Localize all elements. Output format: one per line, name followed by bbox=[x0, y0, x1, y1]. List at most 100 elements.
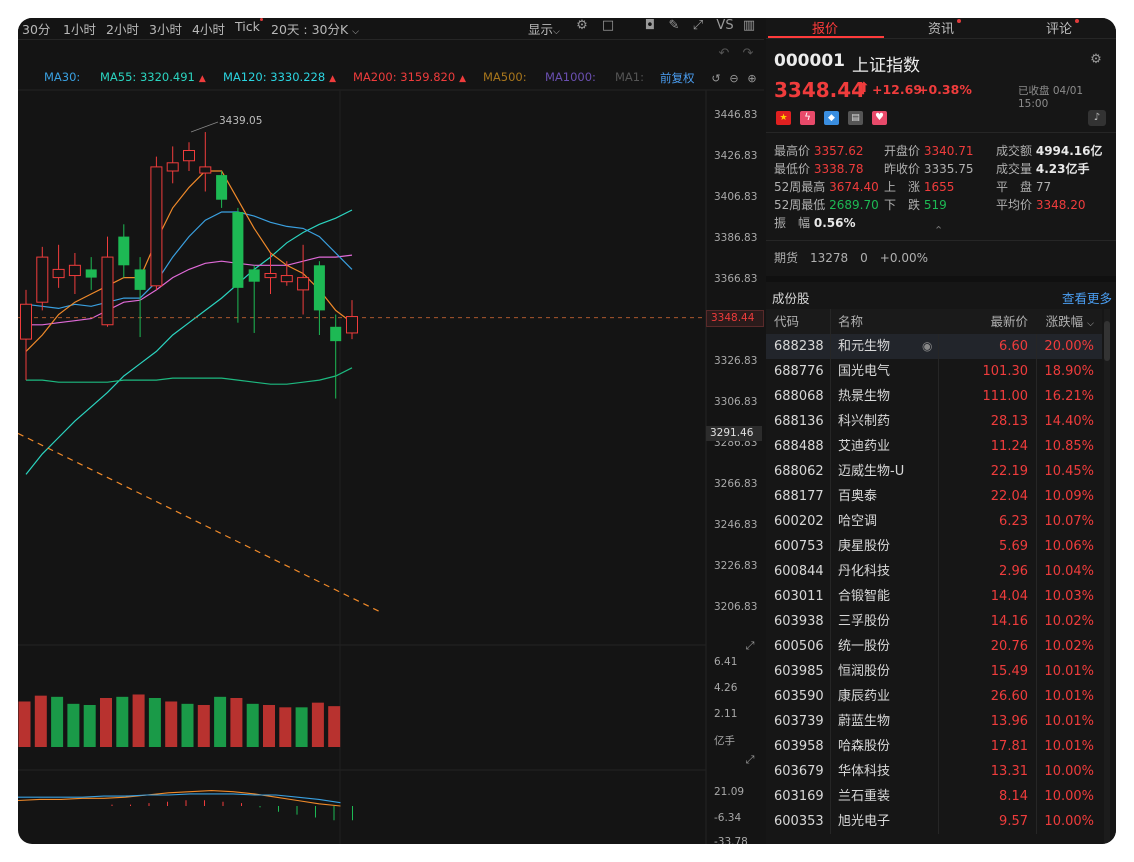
candle[interactable] bbox=[118, 236, 130, 266]
range-selector[interactable]: 20天 : 30分K ⌵ bbox=[271, 22, 359, 37]
eye-icon[interactable]: ◉ bbox=[922, 339, 933, 353]
ma200-line bbox=[26, 367, 353, 385]
adjust-button[interactable]: 前复权 bbox=[660, 71, 695, 85]
zoom-out-icon[interactable]: ⊖ bbox=[729, 72, 739, 85]
row-change: 10.03% bbox=[1044, 589, 1094, 604]
scrollbar-thumb[interactable] bbox=[1104, 321, 1110, 361]
candle[interactable] bbox=[85, 269, 97, 278]
expand-icon[interactable]: ⤢ bbox=[745, 639, 755, 652]
candle[interactable] bbox=[330, 326, 342, 342]
bell-icon[interactable]: ♪ bbox=[1088, 110, 1106, 126]
sidebar-toggle-icon[interactable]: ▥ bbox=[742, 18, 756, 33]
table-row[interactable]: 688062 迈威生物-U 22.19 10.45% bbox=[766, 459, 1102, 484]
table-row[interactable]: 603739 蔚蓝生物 13.96 10.01% bbox=[766, 709, 1102, 734]
table-row[interactable]: 603958 哈森股份 17.81 10.01% bbox=[766, 734, 1102, 759]
redo-icon[interactable]: ↷ bbox=[742, 46, 754, 61]
table-row[interactable]: 688136 科兴制药 28.13 14.40% bbox=[766, 409, 1102, 434]
header-change[interactable]: 涨跌幅 ⌵ bbox=[1045, 314, 1094, 329]
table-row[interactable]: 603590 康辰药业 26.60 10.01% bbox=[766, 684, 1102, 709]
volume-bar bbox=[67, 703, 80, 747]
tab-quote[interactable]: 报价 bbox=[812, 22, 839, 37]
pencil-icon[interactable]: ✎ bbox=[668, 18, 680, 33]
row-code: 603938 bbox=[774, 614, 824, 629]
table-row[interactable]: 600506 统一股份 20.76 10.02% bbox=[766, 634, 1102, 659]
col-sep bbox=[1036, 434, 1037, 459]
candle[interactable] bbox=[297, 277, 310, 291]
candle[interactable] bbox=[232, 212, 244, 288]
table-row[interactable]: 603938 三孚股份 14.16 10.02% bbox=[766, 609, 1102, 634]
active-tab-underline bbox=[768, 36, 884, 38]
interval-30m[interactable]: 30分 bbox=[22, 22, 51, 37]
header-name[interactable]: 名称 bbox=[838, 314, 864, 329]
col-sep bbox=[830, 784, 831, 809]
table-row[interactable]: 600753 庚星股份 5.69 10.06% bbox=[766, 534, 1102, 559]
tag-icon[interactable]: ◆ bbox=[824, 111, 839, 125]
table-row[interactable]: 600202 哈空调 6.23 10.07% bbox=[766, 509, 1102, 534]
candle[interactable] bbox=[183, 150, 195, 162]
candle[interactable] bbox=[166, 162, 179, 172]
table-row[interactable]: 603985 恒润股份 15.49 10.01% bbox=[766, 659, 1102, 684]
row-name: 百奥泰 bbox=[838, 489, 878, 504]
candle[interactable] bbox=[216, 175, 228, 200]
table-row[interactable]: 688177 百奥泰 22.04 10.09% bbox=[766, 484, 1102, 509]
interval-1h[interactable]: 1小时 bbox=[63, 22, 96, 37]
lightning-icon[interactable]: ϟ bbox=[800, 111, 815, 125]
candle[interactable] bbox=[20, 303, 32, 340]
zoom-in-icon[interactable]: ⊕ bbox=[747, 72, 757, 85]
table-row[interactable]: 603169 兰石重装 8.14 10.00% bbox=[766, 784, 1102, 809]
undo-icon[interactable]: ↶ bbox=[718, 46, 730, 61]
settings-icon[interactable]: ⚙ bbox=[1090, 52, 1102, 67]
candle[interactable] bbox=[248, 269, 260, 282]
candle[interactable] bbox=[52, 268, 65, 279]
view-more-link[interactable]: 查看更多 bbox=[1062, 291, 1113, 306]
kline-chart[interactable] bbox=[18, 18, 764, 844]
chevron-down-icon: ⌵ bbox=[553, 27, 560, 37]
candle[interactable] bbox=[313, 265, 325, 311]
table-row[interactable]: 600844 丹化科技 2.96 10.04% bbox=[766, 559, 1102, 584]
table-row[interactable]: 603679 华体科技 13.31 10.00% bbox=[766, 759, 1102, 784]
candle[interactable] bbox=[199, 166, 212, 174]
ma-short-line bbox=[25, 170, 353, 352]
table-row[interactable]: 688068 热景生物 111.00 16.21% bbox=[766, 384, 1102, 409]
tab-news[interactable]: 资讯 bbox=[928, 18, 962, 37]
table-row[interactable]: 603011 合锻智能 14.04 10.03% bbox=[766, 584, 1102, 609]
flag-icon[interactable]: ★ bbox=[776, 111, 791, 125]
row-code: 603985 bbox=[774, 664, 824, 679]
candle[interactable] bbox=[264, 273, 277, 279]
interval-3h[interactable]: 3小时 bbox=[149, 22, 182, 37]
collapse-chevron-icon[interactable]: ⌃ bbox=[934, 224, 944, 237]
expand-icon[interactable]: ⤢ bbox=[745, 753, 755, 766]
document-icon[interactable]: ▤ bbox=[848, 111, 863, 125]
compare-vs-icon[interactable]: VS bbox=[716, 18, 734, 33]
display-menu[interactable]: 显示⌵ bbox=[528, 22, 560, 37]
scrollbar[interactable] bbox=[1104, 309, 1110, 844]
candle[interactable] bbox=[36, 256, 49, 303]
gear-icon[interactable]: ⚙ bbox=[576, 18, 588, 33]
candle[interactable] bbox=[346, 316, 358, 334]
layout-icon[interactable]: □ bbox=[601, 18, 615, 33]
table-row[interactable]: 688238 和元生物 6.60 20.00% ◉ bbox=[766, 334, 1102, 359]
table-row[interactable]: 688776 国光电气 101.30 18.90% bbox=[766, 359, 1102, 384]
interval-2h[interactable]: 2小时 bbox=[106, 22, 139, 37]
candle[interactable] bbox=[101, 256, 114, 326]
candle[interactable] bbox=[134, 269, 146, 290]
candle[interactable] bbox=[68, 264, 81, 277]
row-change: 18.90% bbox=[1044, 364, 1094, 379]
tab-comments[interactable]: 评论 bbox=[1046, 18, 1080, 37]
reset-icon[interactable]: ↺ bbox=[711, 72, 721, 85]
header-price[interactable]: 最新价 bbox=[990, 314, 1028, 329]
chevron-down-icon: ⌵ bbox=[1087, 319, 1094, 329]
candle[interactable] bbox=[280, 275, 293, 283]
interval-tick[interactable]: Tick bbox=[235, 19, 260, 34]
row-code: 603169 bbox=[774, 789, 824, 804]
table-row[interactable]: 600353 旭光电子 9.57 10.00% bbox=[766, 809, 1102, 834]
fullscreen-icon[interactable]: ⤢ bbox=[692, 18, 704, 33]
interval-4h[interactable]: 4小时 bbox=[192, 22, 225, 37]
camera-icon[interactable]: ◘ bbox=[644, 18, 656, 33]
candle[interactable] bbox=[150, 166, 163, 287]
macd-axis-label: -33.78 bbox=[714, 836, 748, 844]
heart-icon[interactable]: ♥ bbox=[872, 111, 887, 125]
table-row[interactable]: 688488 艾迪药业 11.24 10.85% bbox=[766, 434, 1102, 459]
row-code: 688776 bbox=[774, 364, 824, 379]
header-code[interactable]: 代码 bbox=[774, 314, 800, 329]
